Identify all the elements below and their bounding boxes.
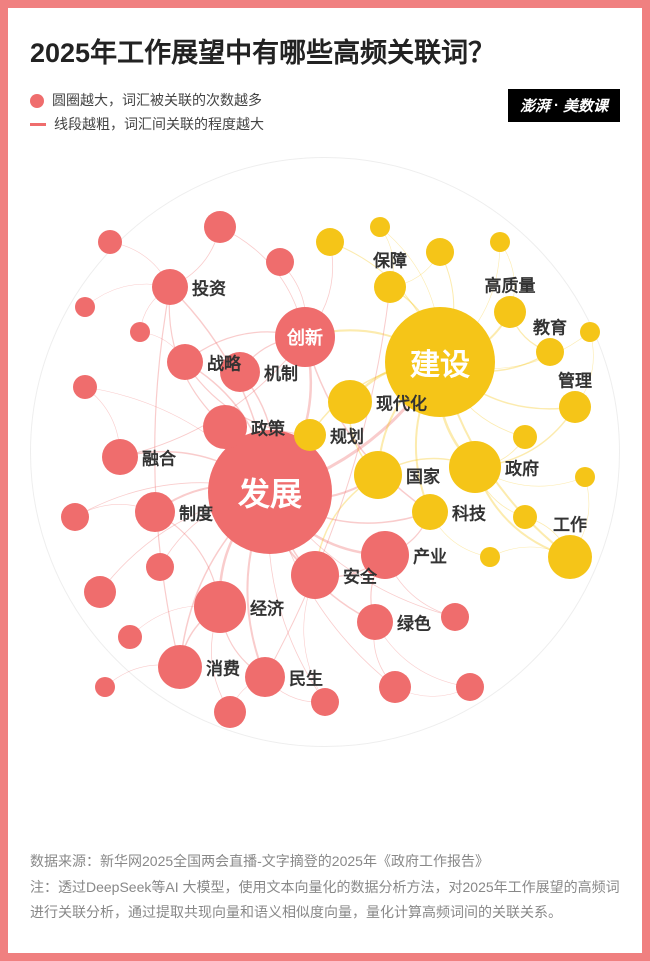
node-xiaofei: [158, 645, 202, 689]
node-label-chanye: 产业: [413, 542, 447, 567]
network-chart: 发展建设创新现代化规划国家政府科技高质量教育管理保障工作产业安全绿色经济消费民生…: [30, 147, 620, 747]
footer-note: 注：透过DeepSeek等AI 大模型，使用文本向量化的数据分析方法，对2025…: [30, 875, 620, 925]
node-chuangxin: 创新: [275, 307, 335, 367]
legend-line-text: 线段越粗，词汇间关联的程度越大: [54, 113, 264, 137]
node-label-zhanlue: 战略: [207, 349, 241, 374]
node-label-anquan: 安全: [343, 562, 377, 587]
node-guihua: [294, 419, 326, 451]
node-p8: [118, 625, 142, 649]
legend-dot-icon: [30, 94, 44, 108]
node-label-minsheng: 民生: [289, 664, 323, 689]
node-touzi: [152, 269, 188, 305]
node-xiandaihua: [328, 380, 372, 424]
node-p11: [311, 688, 339, 716]
node-zhengfu: [449, 441, 501, 493]
node-p6: [61, 503, 89, 531]
node-label-jiaoyu: 教育: [533, 313, 567, 338]
node-y6: [575, 467, 595, 487]
footer: 数据来源：新华网2025全国两会直播-文字摘登的2025年《政府工作报告》 注：…: [30, 849, 620, 925]
node-y7: [513, 505, 537, 529]
node-label-lvse: 绿色: [397, 609, 431, 634]
node-zhanlue: [167, 344, 203, 380]
node-label-guojia: 国家: [406, 462, 440, 487]
node-p10: [214, 696, 246, 728]
node-y9: [480, 547, 500, 567]
node-label-gongzuo: 工作: [553, 510, 587, 535]
node-label-ronghe: 融合: [142, 444, 176, 469]
node-y5: [513, 425, 537, 449]
node-jiaoyu: [536, 338, 564, 366]
node-p9: [95, 677, 115, 697]
node-y4: [490, 232, 510, 252]
edge: [155, 287, 180, 667]
legend-text: 圆圈越大，词汇被关联的次数越多 线段越粗，词汇间关联的程度越大: [30, 89, 264, 137]
node-p4: [130, 322, 150, 342]
node-gaozhiliang: [494, 296, 526, 328]
node-minsheng: [245, 657, 285, 697]
node-p13: [456, 673, 484, 701]
node-jingji: [194, 581, 246, 633]
node-baozhang: [374, 271, 406, 303]
node-label-baozhang: 保障: [373, 246, 407, 271]
node-p12: [379, 671, 411, 703]
card: 2025年工作展望中有哪些高频关联词？ 圆圈越大，词汇被关联的次数越多 线段越粗…: [8, 8, 642, 953]
node-label-keji: 科技: [452, 499, 486, 524]
node-gongzuo: [548, 535, 592, 579]
page-title: 2025年工作展望中有哪些高频关联词？: [30, 36, 620, 71]
node-anquan: [291, 551, 339, 599]
node-zhengce: [203, 405, 247, 449]
footer-source: 数据来源：新华网2025全国两会直播-文字摘登的2025年《政府工作报告》: [30, 849, 620, 874]
legend-row: 圆圈越大，词汇被关联的次数越多 线段越粗，词汇间关联的程度越大 澎湃 · 美数课: [30, 89, 620, 137]
legend-line-icon: [30, 123, 46, 126]
node-p5: [73, 375, 97, 399]
node-label-xiaofei: 消费: [206, 654, 240, 679]
node-p7: [84, 576, 116, 608]
node-p1: [98, 230, 122, 254]
brand-b: 美数课: [563, 95, 608, 116]
legend-circle-text: 圆圈越大，词汇被关联的次数越多: [52, 89, 262, 113]
node-keji: [412, 494, 448, 530]
brand-a: 澎湃: [520, 95, 550, 116]
node-label-touzi: 投资: [192, 274, 226, 299]
node-y2: [370, 217, 390, 237]
node-p15: [146, 553, 174, 581]
node-label-guanli: 管理: [558, 366, 592, 391]
node-guanli: [559, 391, 591, 423]
node-y8: [580, 322, 600, 342]
brand-badge: 澎湃 · 美数课: [508, 89, 620, 122]
node-y1: [316, 228, 344, 256]
node-label-zhengfu: 政府: [505, 454, 539, 479]
node-label-jizhi: 机制: [264, 359, 298, 384]
brand-sep: ·: [554, 97, 559, 114]
node-p16: [75, 297, 95, 317]
node-p3: [266, 248, 294, 276]
node-p14: [441, 603, 469, 631]
node-label-jingji: 经济: [250, 594, 284, 619]
node-label-gaozhiliang: 高质量: [485, 271, 536, 296]
node-label-zhengce: 政策: [251, 414, 285, 439]
node-p2: [204, 211, 236, 243]
node-label-guihua: 规划: [330, 422, 364, 447]
node-guojia: [354, 451, 402, 499]
node-ronghe: [102, 439, 138, 475]
node-lvse: [357, 604, 393, 640]
node-zhidu: [135, 492, 175, 532]
node-label-zhidu: 制度: [179, 499, 213, 524]
node-label-xiandaihua: 现代化: [376, 389, 427, 414]
node-y3: [426, 238, 454, 266]
